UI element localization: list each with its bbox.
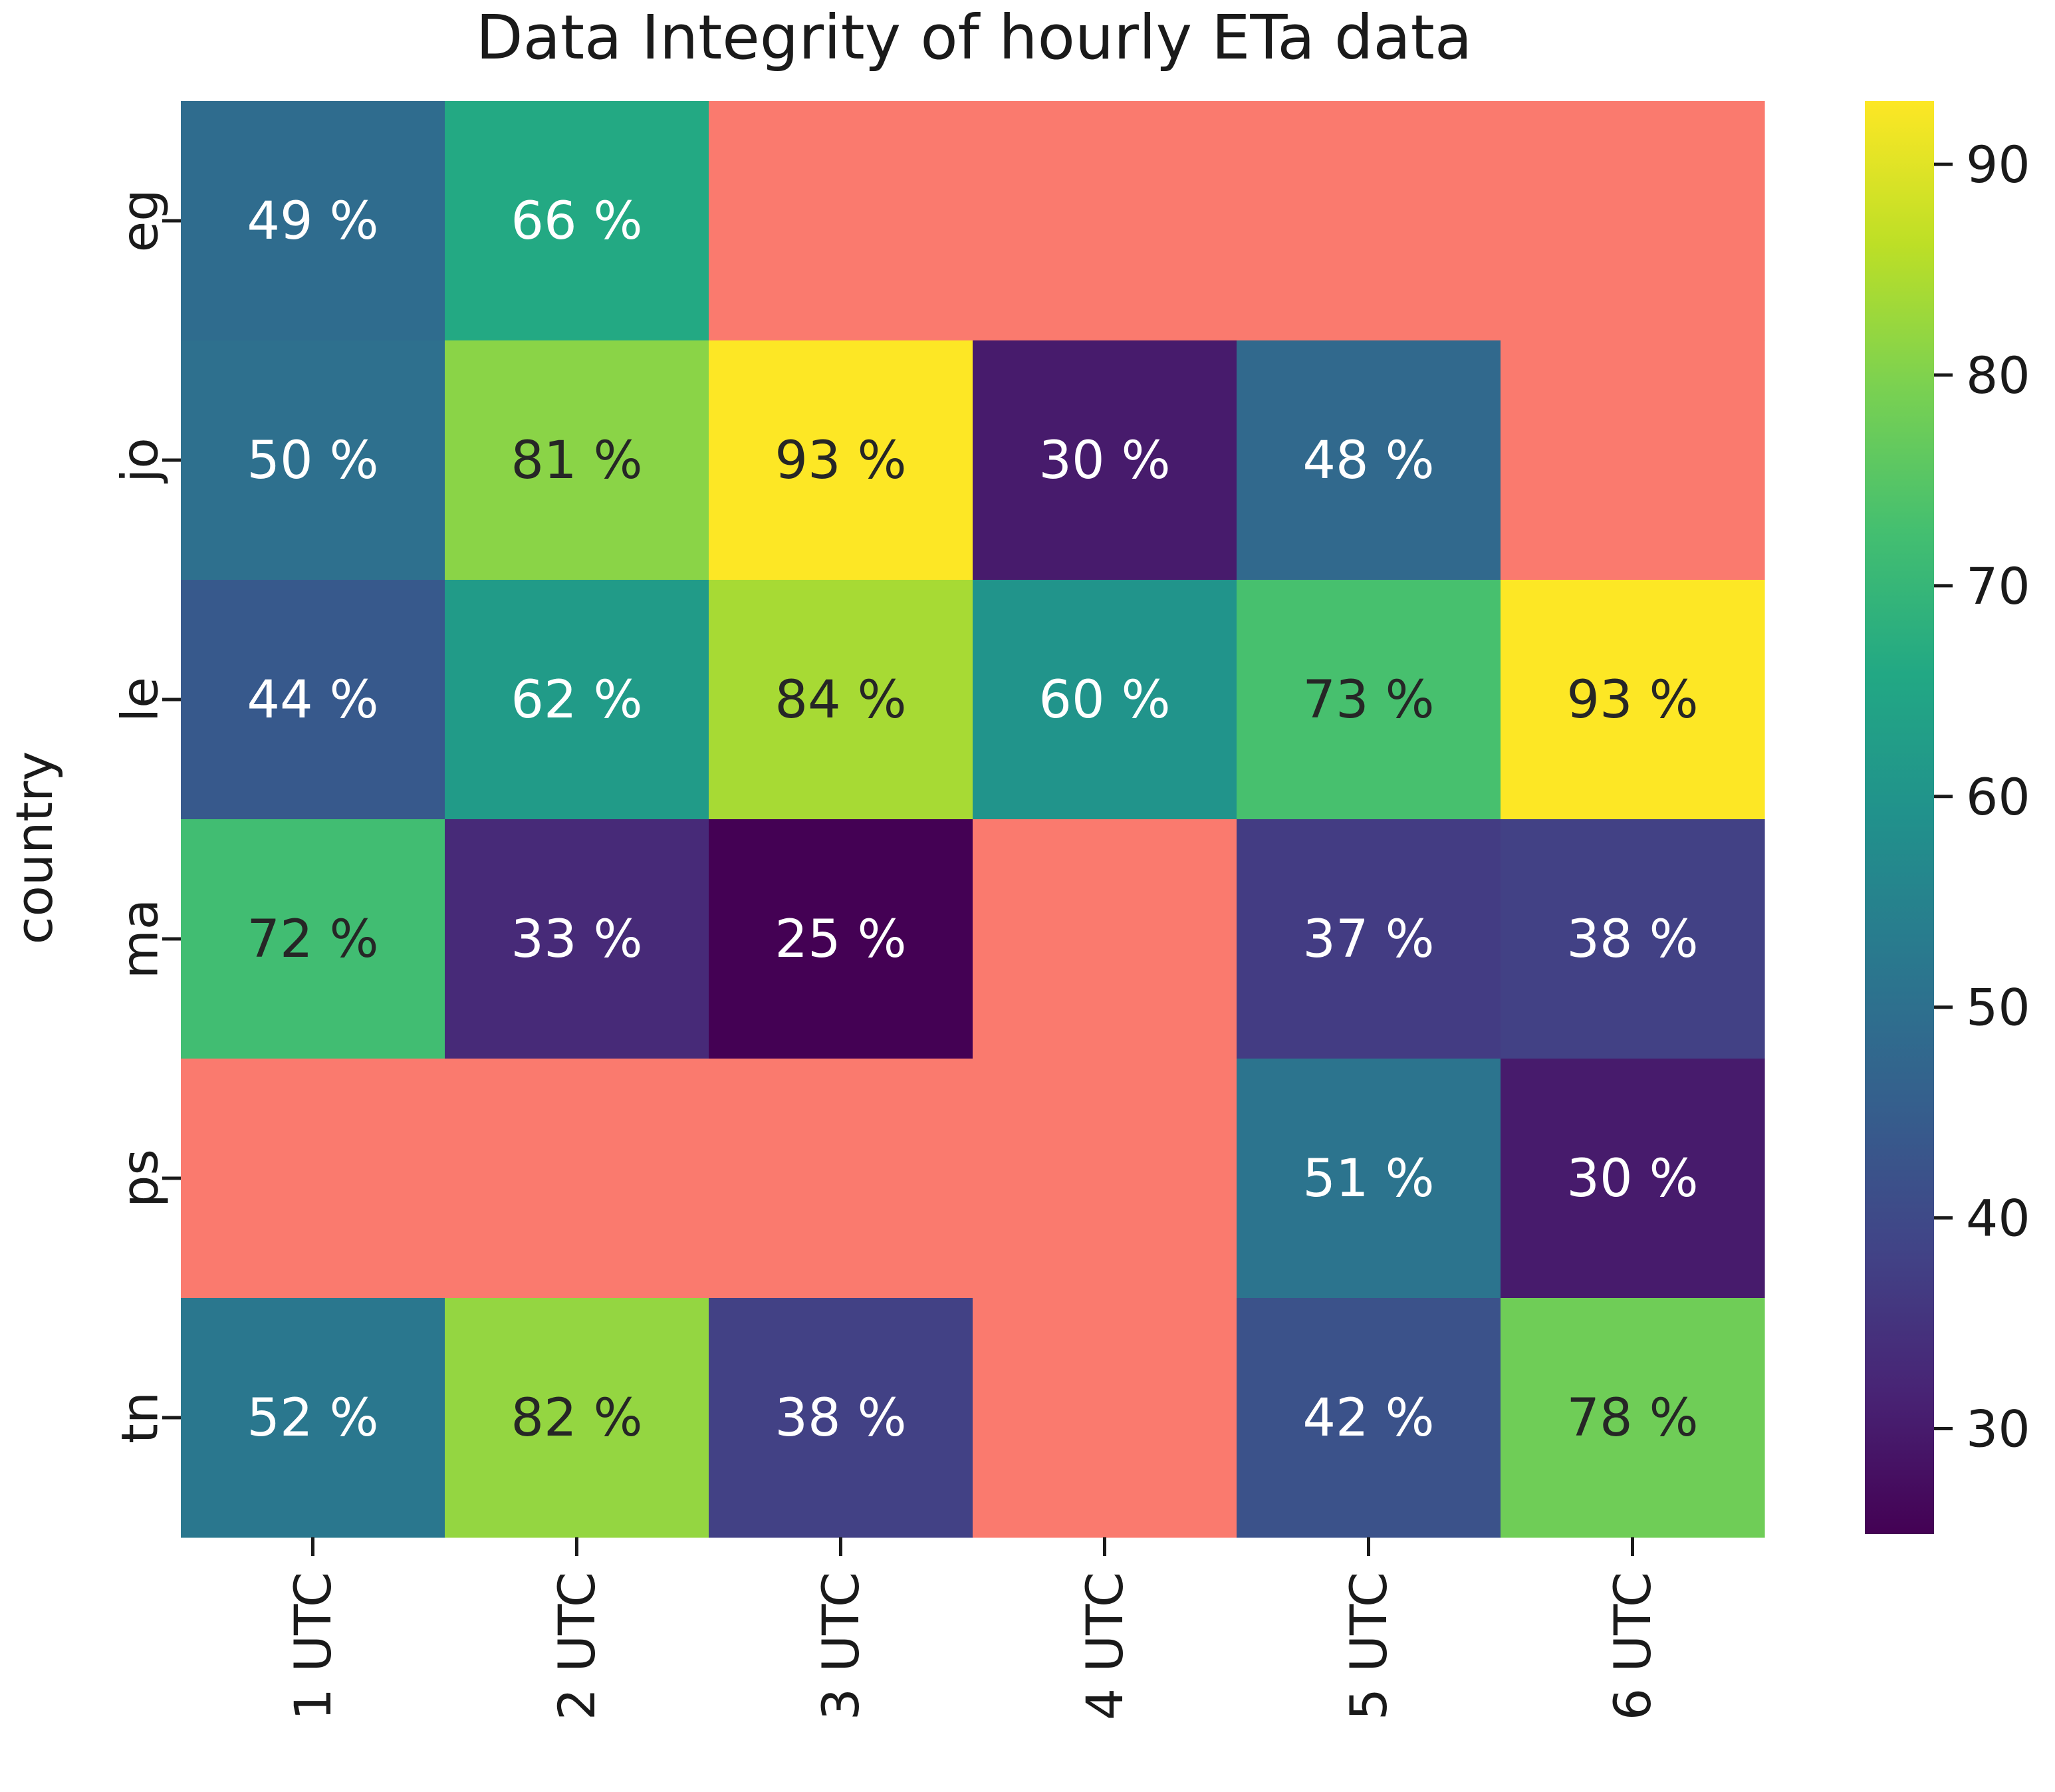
cell-label-tn-3: 38 %	[775, 1388, 906, 1448]
heatmap-cell-labels: 49 % 66 % 50 % 81 % 93 % 30 % 48 % 44 % 62 % 84 %…	[247, 192, 1698, 1448]
heatmap-cell-jo-2	[445, 340, 709, 580]
colorbar-tick-label-50: 50	[1966, 978, 2030, 1037]
heatmap-cell-ma-2	[445, 819, 709, 1059]
heatmap-cell-tn-2	[445, 1298, 709, 1538]
cell-label-le-2: 62 %	[511, 670, 642, 730]
y-tick-label-tn: tn	[110, 1392, 170, 1444]
cell-label-jo-5: 48 %	[1302, 431, 1434, 491]
heatmap-cell-ps-6	[1501, 1059, 1765, 1299]
heatmap-cell-ps-3	[709, 1059, 973, 1299]
heatmap-cell-ma-3	[709, 819, 973, 1059]
cell-label-tn-6: 78 %	[1566, 1388, 1698, 1448]
y-axis-ticks: eg jo le ma ps tn	[110, 190, 181, 1444]
colorbar-tick-label-30: 30	[1966, 1400, 2030, 1459]
x-tick-label-3: 3 UTC	[811, 1572, 870, 1720]
heatmap-cell-eg-1	[181, 101, 445, 341]
heatmap-cell-ma-6	[1501, 819, 1765, 1059]
cell-label-ma-6: 38 %	[1566, 910, 1698, 969]
x-tick-label-1: 1 UTC	[283, 1572, 342, 1720]
heatmap-cell-jo-3	[709, 340, 973, 580]
heatmap-cell-le-2	[445, 580, 709, 820]
heatmap-cells	[181, 101, 1765, 1538]
cell-label-jo-3: 93 %	[775, 431, 906, 491]
cell-label-le-6: 93 %	[1566, 670, 1698, 730]
heatmap-cell-eg-5	[1237, 101, 1501, 341]
colorbar-tick-label-80: 80	[1966, 346, 2030, 405]
cell-label-le-3: 84 %	[775, 670, 906, 730]
heatmap-cell-jo-1	[181, 340, 445, 580]
heatmap-cell-eg-6	[1501, 101, 1765, 341]
heatmap-cell-jo-6	[1501, 340, 1765, 580]
cell-label-tn-2: 82 %	[511, 1388, 642, 1448]
cell-label-le-5: 73 %	[1302, 670, 1434, 730]
heatmap-cell-eg-3	[709, 101, 973, 341]
cell-label-jo-1: 50 %	[247, 431, 378, 491]
cell-label-jo-2: 81 %	[511, 431, 642, 491]
heatmap-cell-ma-1	[181, 819, 445, 1059]
heatmap-cell-le-6	[1501, 580, 1765, 820]
colorbar-tick-label-40: 40	[1966, 1189, 2030, 1248]
colorbar-ticks: 30 40 50 60 70 80 90	[1934, 135, 2030, 1459]
x-tick-label-5: 5 UTC	[1339, 1572, 1398, 1720]
cell-label-tn-5: 42 %	[1302, 1388, 1434, 1448]
cell-label-tn-1: 52 %	[247, 1388, 378, 1448]
cell-label-le-1: 44 %	[247, 670, 378, 730]
heatmap-cell-ps-1	[181, 1059, 445, 1299]
x-tick-label-2: 2 UTC	[547, 1572, 606, 1720]
colorbar-tick-label-60: 60	[1966, 767, 2030, 827]
x-tick-label-4: 4 UTC	[1075, 1572, 1134, 1720]
x-axis-ticks: 1 UTC 2 UTC 3 UTC 4 UTC 5 UTC 6 UTC	[283, 1537, 1662, 1720]
cell-label-eg-2: 66 %	[511, 192, 642, 251]
colorbar-tick-label-90: 90	[1966, 135, 2030, 194]
heatmap-cell-ma-4	[973, 819, 1237, 1059]
heatmap-cell-le-1	[181, 580, 445, 820]
cell-label-ps-5: 51 %	[1302, 1149, 1434, 1209]
cell-label-ma-2: 33 %	[511, 910, 642, 969]
cell-label-ma-1: 72 %	[247, 910, 378, 969]
heatmap-cell-tn-4	[973, 1298, 1237, 1538]
heatmap-cell-le-4	[973, 580, 1237, 820]
heatmap-cell-eg-4	[973, 101, 1237, 341]
cell-label-jo-4: 30 %	[1038, 431, 1170, 491]
heatmap-cell-tn-1	[181, 1298, 445, 1538]
cell-label-eg-1: 49 %	[247, 192, 378, 251]
y-tick-label-eg: eg	[110, 190, 170, 253]
y-tick-label-le: le	[110, 677, 170, 722]
cell-label-ma-3: 25 %	[775, 910, 906, 969]
y-tick-label-ps: ps	[110, 1149, 170, 1208]
heatmap-cell-ps-4	[973, 1059, 1237, 1299]
heatmap-cell-le-5	[1237, 580, 1501, 820]
cell-label-ma-5: 37 %	[1302, 910, 1434, 969]
heatmap-cell-tn-5	[1237, 1298, 1501, 1538]
heatmap-cell-tn-3	[709, 1298, 973, 1538]
cell-label-le-4: 60 %	[1038, 670, 1170, 730]
heatmap-cell-ps-5	[1237, 1059, 1501, 1299]
cell-label-ps-6: 30 %	[1566, 1149, 1698, 1209]
heatmap-cell-ps-2	[445, 1059, 709, 1299]
heatmap-cell-jo-4	[973, 340, 1237, 580]
x-tick-label-6: 6 UTC	[1603, 1572, 1662, 1720]
y-tick-label-jo: jo	[110, 438, 170, 484]
heatmap-cell-le-3	[709, 580, 973, 820]
colorbar	[1865, 101, 1934, 1534]
y-tick-label-ma: ma	[110, 899, 170, 979]
heatmap-cell-eg-2	[445, 101, 709, 341]
heatmap-cell-ma-5	[1237, 819, 1501, 1059]
heatmap-cell-tn-6	[1501, 1298, 1765, 1538]
chart-title: Data Integrity of hourly ETa data	[476, 2, 1472, 73]
y-axis-label: country	[5, 751, 64, 945]
heatmap-cell-jo-5	[1237, 340, 1501, 580]
colorbar-tick-label-70: 70	[1966, 557, 2030, 616]
